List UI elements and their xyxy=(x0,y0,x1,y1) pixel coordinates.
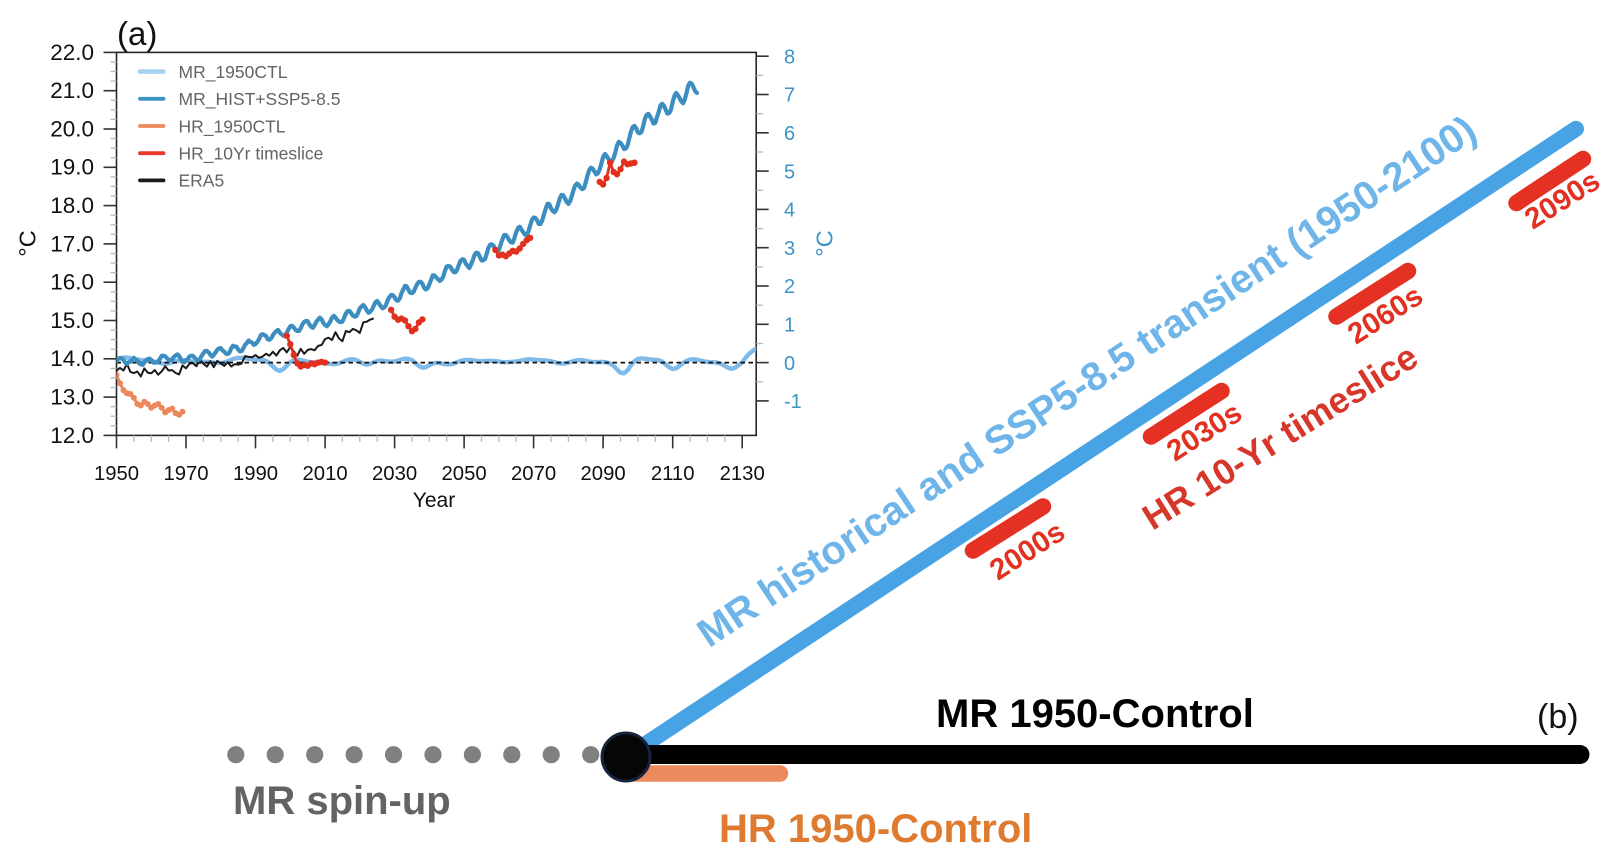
svg-text:MR_1950CTL: MR_1950CTL xyxy=(179,62,288,83)
svg-text:2010: 2010 xyxy=(303,463,348,485)
svg-text:1: 1 xyxy=(784,315,795,337)
svg-text:7: 7 xyxy=(784,85,795,107)
svg-text:13.0: 13.0 xyxy=(50,385,94,410)
svg-text:2130: 2130 xyxy=(720,463,765,485)
svg-text:3: 3 xyxy=(784,238,795,260)
svg-text:MR_HIST+SSP5-8.5: MR_HIST+SSP5-8.5 xyxy=(179,89,341,110)
svg-text:8: 8 xyxy=(784,46,795,68)
svg-text:21.0: 21.0 xyxy=(50,78,94,103)
svg-text:MR spin-up: MR spin-up xyxy=(233,779,451,823)
svg-text:-1: -1 xyxy=(784,391,802,413)
svg-text:2030: 2030 xyxy=(372,463,417,485)
svg-text:2110: 2110 xyxy=(651,463,695,485)
svg-text:ERA5: ERA5 xyxy=(179,171,225,191)
svg-text:0: 0 xyxy=(784,353,795,375)
svg-text:1990: 1990 xyxy=(233,463,278,485)
svg-text:1970: 1970 xyxy=(163,463,208,485)
svg-text:MR 1950-Control: MR 1950-Control xyxy=(936,692,1254,736)
svg-text:1950: 1950 xyxy=(94,463,139,485)
svg-text:15.0: 15.0 xyxy=(50,308,94,333)
svg-text:6: 6 xyxy=(784,123,795,145)
svg-text:2090: 2090 xyxy=(581,463,626,485)
svg-text:22.0: 22.0 xyxy=(50,40,94,65)
svg-text:17.0: 17.0 xyxy=(50,231,94,256)
svg-text:16.0: 16.0 xyxy=(50,270,94,295)
svg-text:(a): (a) xyxy=(117,15,157,52)
svg-text:14.0: 14.0 xyxy=(50,346,94,371)
svg-text:(b): (b) xyxy=(1537,698,1579,736)
svg-text:4: 4 xyxy=(784,200,795,222)
svg-text:HR_10Yr timeslice: HR_10Yr timeslice xyxy=(179,144,324,165)
svg-text:5: 5 xyxy=(784,161,795,183)
svg-text:°C: °C xyxy=(812,230,838,256)
svg-text:HR 1950-Control: HR 1950-Control xyxy=(719,807,1032,851)
svg-text:12.0: 12.0 xyxy=(50,423,94,448)
svg-text:2070: 2070 xyxy=(511,463,556,485)
svg-text:°C: °C xyxy=(15,230,41,256)
svg-text:HR_1950CTL: HR_1950CTL xyxy=(179,116,286,137)
svg-text:18.0: 18.0 xyxy=(50,193,94,218)
svg-text:2050: 2050 xyxy=(442,463,487,485)
svg-text:20.0: 20.0 xyxy=(50,116,94,141)
svg-text:19.0: 19.0 xyxy=(50,155,94,180)
svg-text:Year: Year xyxy=(413,489,455,512)
svg-text:2: 2 xyxy=(784,276,795,298)
